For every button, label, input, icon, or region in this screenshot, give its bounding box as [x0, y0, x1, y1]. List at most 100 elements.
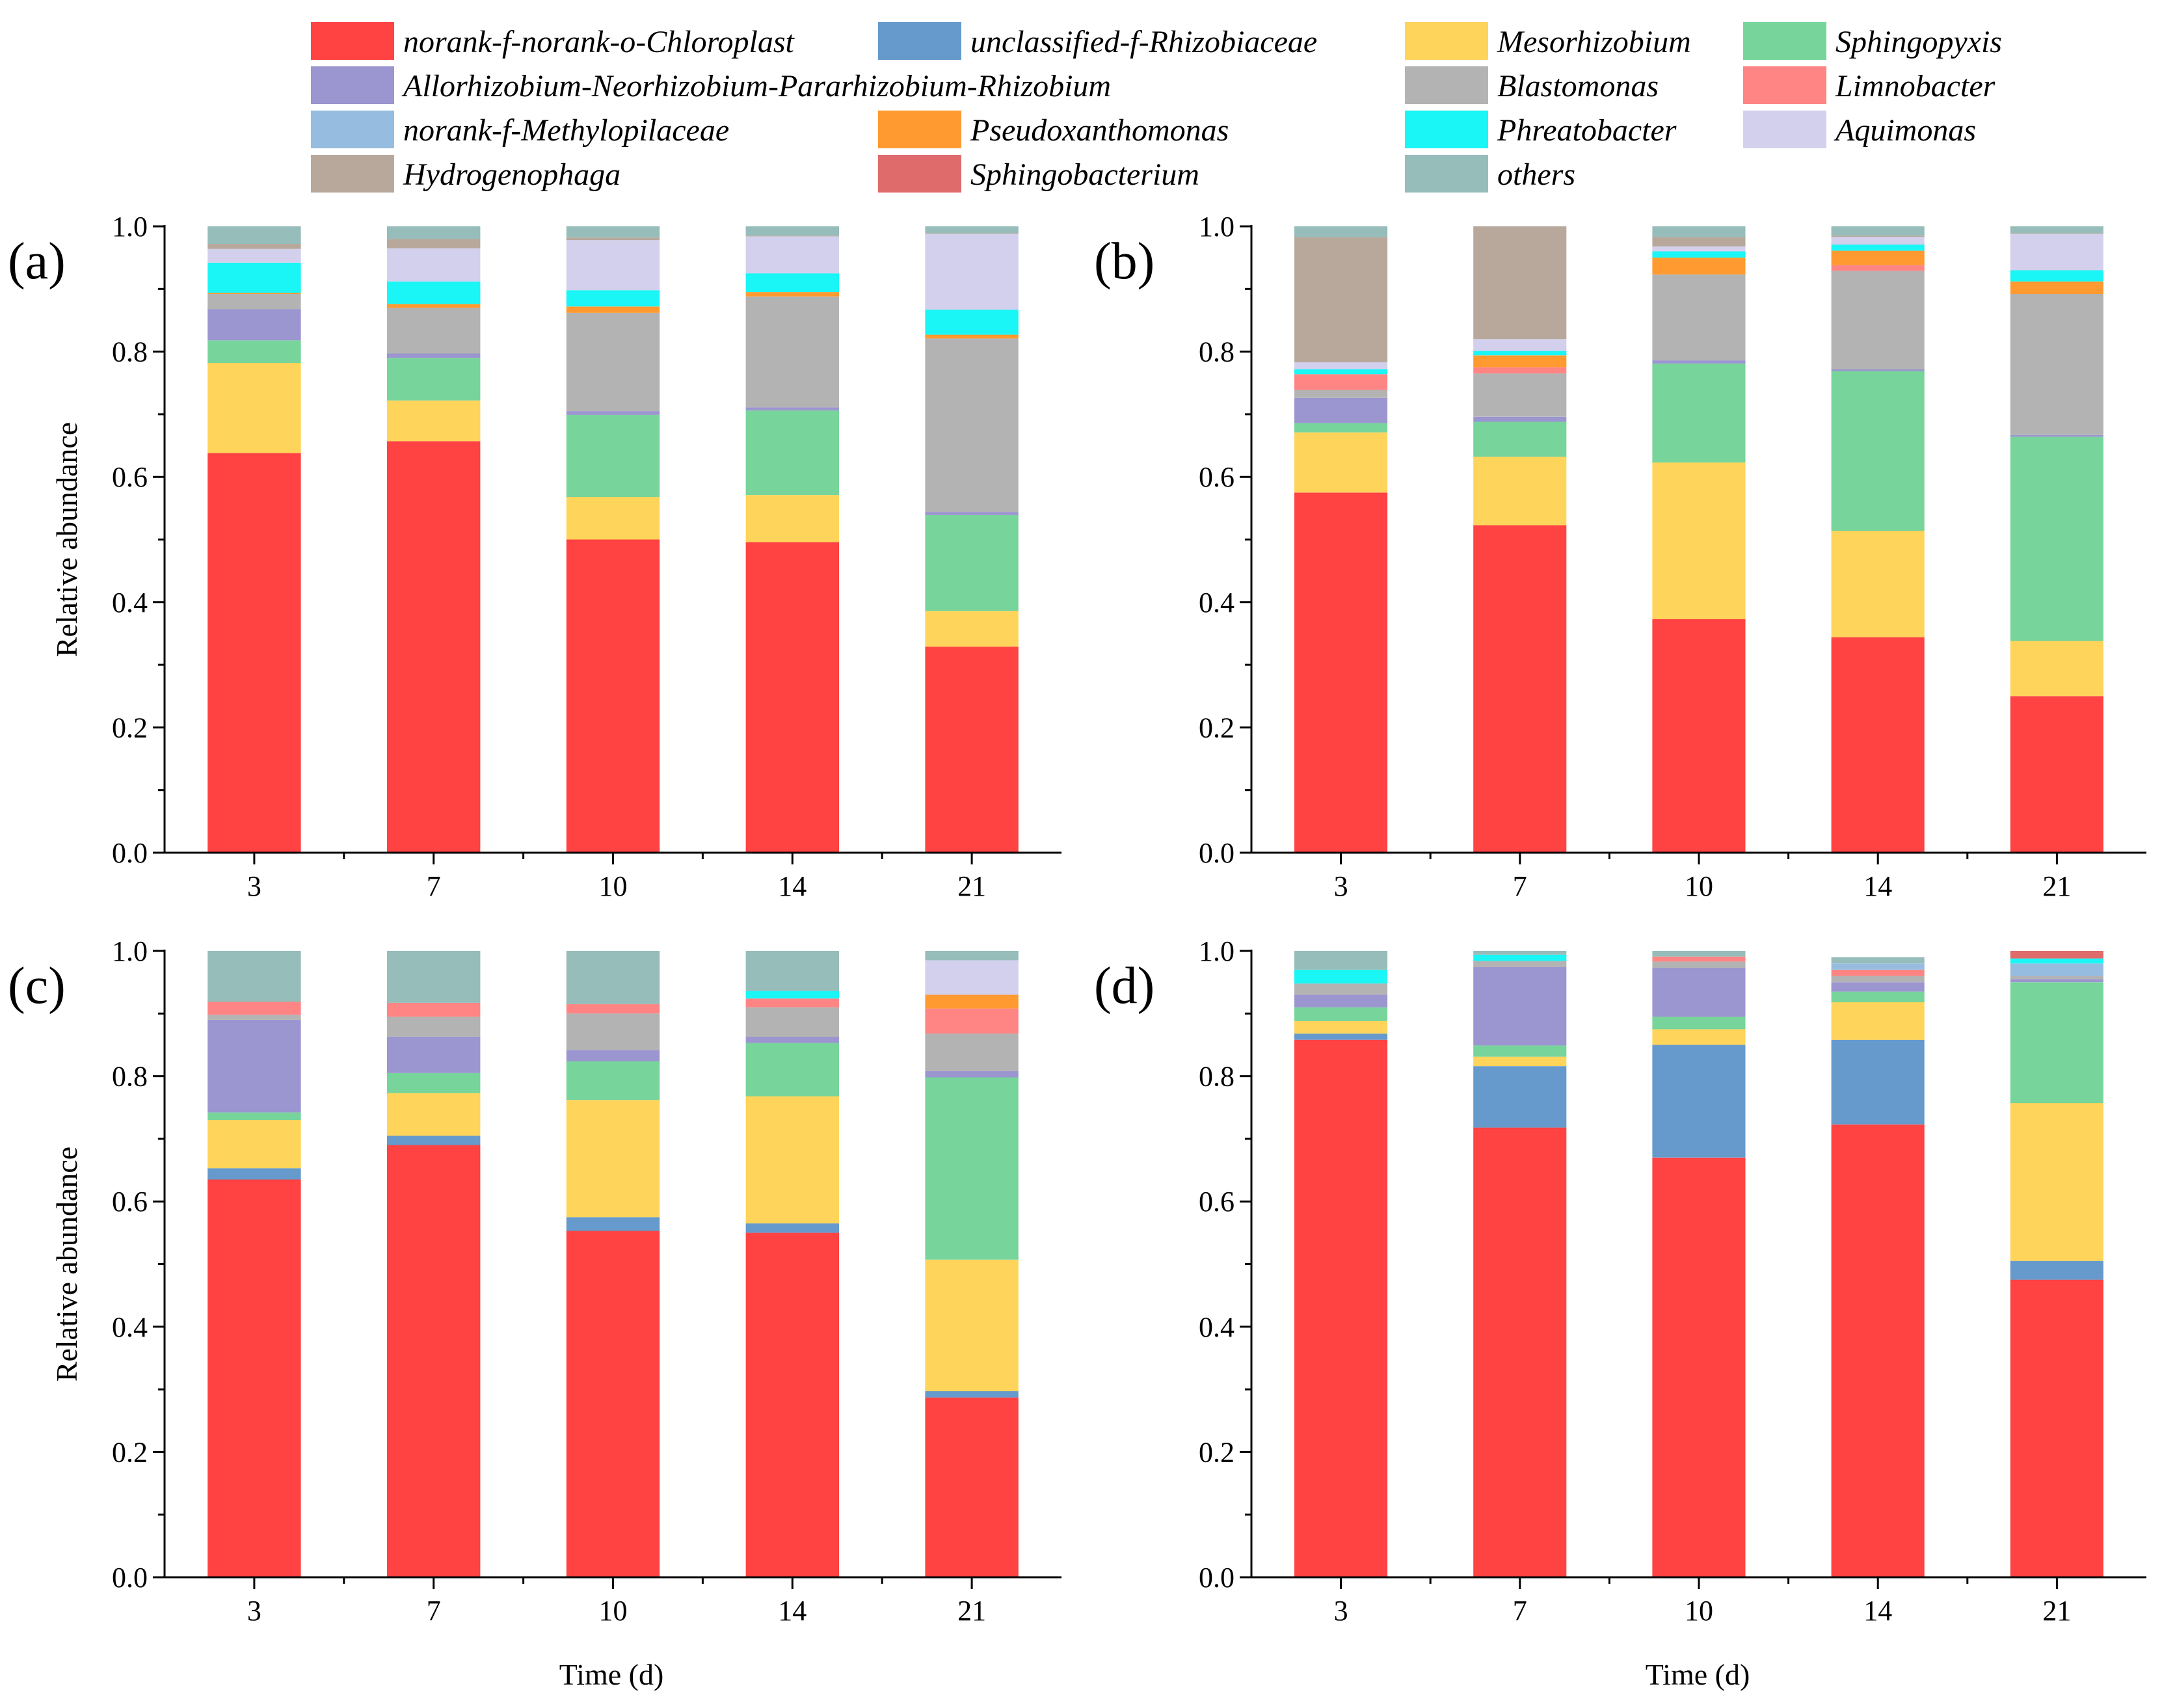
bar-segment-pseudoxanthomonas-day-10: [1652, 258, 1746, 275]
bar-segment-limnobacter-day-3: [207, 1002, 301, 1015]
bar-segment-mesorhizobium-day-14: [745, 495, 839, 542]
y-tick-label: 0.2: [1199, 712, 1234, 743]
bar-segment-blastomonas-day-10: [1652, 961, 1746, 968]
bar-segment-norank-f-norank-o-chloroplast-day-10: [1652, 1157, 1746, 1577]
bar-segment-mesorhizobium-day-14: [1831, 531, 1925, 637]
bar-segment-pseudoxanthomonas-day-7: [1473, 355, 1567, 367]
bar-segment-sphingopyxis-day-3: [207, 1112, 301, 1121]
bar-segment-unclassified-f-rhizobiaceae-day-7: [1473, 1066, 1567, 1128]
bar-segment-sphingopyxis-day-10: [566, 1061, 660, 1101]
bar-segment-others-day-10: [566, 226, 660, 238]
legend-swatch: [1405, 66, 1488, 104]
bar-segment-sphingopyxis-day-7: [387, 358, 481, 401]
x-tick-label: 21: [2042, 1595, 2071, 1627]
x-tick-label: 10: [1685, 1595, 1713, 1627]
legend-item-norank-f-norank-o-chloroplast: norank-f-norank-o-Chloroplast: [311, 22, 795, 60]
bar-segment-allorhizobium-neorhizobium-pararhizobium-rhizobium-day-21: [925, 512, 1019, 515]
bar-segment-others-day-10: [1652, 951, 1746, 957]
bar-segment-blastomonas-day-21: [2010, 976, 2103, 980]
bar-segment-norank-f-norank-o-chloroplast-day-14: [745, 1233, 839, 1577]
bar-segment-sphingopyxis-day-21: [2010, 982, 2103, 1104]
bar-segment-mesorhizobium-day-3: [207, 362, 301, 453]
bar-segment-allorhizobium-neorhizobium-pararhizobium-rhizobium-day-14: [745, 407, 839, 411]
y-tick-label: 0.8: [112, 1061, 148, 1093]
y-tick-label: 0.4: [1199, 587, 1234, 619]
x-tick-label: 7: [427, 870, 441, 902]
legend-item-allorhizobium-neorhizobium-pararhizobium-rhizobium: Allorhizobium-Neorhizobium-Pararhizobium…: [311, 66, 1111, 104]
bar-segment-unclassified-f-rhizobiaceae-day-3: [1294, 1034, 1388, 1040]
bar-segment-sphingopyxis-day-3: [207, 340, 301, 363]
legend-swatch: [1743, 22, 1826, 60]
bar-segment-others-day-14: [745, 226, 839, 236]
x-tick-label: 21: [957, 870, 986, 902]
chart-panels: 0.0 0.2 0.4 0.6 0.8 1.0 3 7 10 14 21 (a) Relative ab…: [8, 211, 2146, 1627]
bar-segment-blastomonas-day-21: [2010, 294, 2103, 435]
bar-segment-mesorhizobium-day-7: [387, 1093, 481, 1136]
bar-segment-others-day-14: [1831, 957, 1925, 964]
legend-swatch: [311, 111, 394, 148]
bar-segment-norank-f-norank-o-chloroplast-day-7: [1473, 1127, 1567, 1577]
bar-segment-blastomonas-day-3: [1294, 983, 1388, 995]
x-tick-label: 14: [1863, 1595, 1892, 1627]
bar-segment-allorhizobium-neorhizobium-pararhizobium-rhizobium-day-3: [207, 309, 301, 341]
bar-segment-blastomonas-day-7: [387, 1017, 481, 1037]
y-tick-label: 1.0: [1199, 211, 1234, 243]
legend-swatch: [1405, 111, 1488, 148]
bar-segment-phreatobacter-day-7: [387, 281, 481, 304]
bar-segment-norank-f-norank-o-chloroplast-day-21: [925, 1397, 1019, 1577]
bar-segment-allorhizobium-neorhizobium-pararhizobium-rhizobium-day-10: [566, 1050, 660, 1061]
bar-segment-aquimonas-day-14: [745, 236, 839, 274]
bar-segment-mesorhizobium-day-10: [566, 1100, 660, 1218]
bar-segment-pseudoxanthomonas-day-7: [387, 304, 481, 308]
bar-segment-limnobacter-day-3: [1294, 374, 1388, 390]
bar-segment-others-day-21: [2010, 226, 2103, 234]
legend-label: Mesorhizobium: [1497, 25, 1691, 59]
bar-segment-sphingopyxis-day-10: [566, 414, 660, 498]
bar-segment-blastomonas-day-10: [1652, 274, 1746, 361]
legend-item-sphingopyxis: Sphingopyxis: [1743, 22, 2002, 60]
bar-segment-others-day-14: [745, 951, 839, 991]
bar-segment-sphingopyxis-day-3: [1294, 1007, 1388, 1021]
bar-segment-norank-f-norank-o-chloroplast-day-10: [566, 539, 660, 853]
x-tick-label: 21: [957, 1595, 986, 1627]
y-tick-label: 0.8: [1199, 336, 1234, 368]
bar-segment-hydrogenophaga-day-3: [1294, 237, 1388, 362]
bar-segment-limnobacter-day-7: [387, 1002, 481, 1017]
bar-segment-blastomonas-day-10: [566, 312, 660, 412]
legend-item-others: others: [1405, 155, 1575, 193]
x-tick-label: 14: [778, 870, 807, 902]
bar-segment-mesorhizobium-day-10: [1652, 462, 1746, 619]
legend-label: norank-f-Methylopilaceae: [403, 113, 729, 148]
bar-segment-hydrogenophaga-day-7: [1473, 226, 1567, 340]
x-tick-label: 10: [599, 1595, 628, 1627]
bar-segment-aquimonas-day-10: [1652, 246, 1746, 252]
bar-segment-norank-f-norank-o-chloroplast-day-21: [2010, 696, 2103, 853]
legend-item-hydrogenophaga: Hydrogenophaga: [311, 155, 621, 193]
bar-segment-mesorhizobium-day-3: [1294, 1021, 1388, 1034]
bar-segment-allorhizobium-neorhizobium-pararhizobium-rhizobium-day-14: [745, 1036, 839, 1043]
bar-segment-norank-f-norank-o-chloroplast-day-14: [1831, 1124, 1925, 1577]
legend-item-unclassified-f-rhizobiaceae: unclassified-f-Rhizobiaceae: [878, 22, 1317, 60]
panel-label: (d): [1094, 957, 1154, 1015]
bar-segment-sphingopyxis-day-14: [1831, 991, 1925, 1002]
bar-segment-hydrogenophaga-day-7: [387, 239, 481, 248]
y-axis-label: Relative abundance: [50, 422, 83, 657]
x-axis-label-right: Time (d): [1646, 1658, 1750, 1691]
y-tick-label: 0.4: [1199, 1311, 1234, 1343]
bar-segment-allorhizobium-neorhizobium-pararhizobium-rhizobium-day-21: [2010, 979, 2103, 983]
x-tick-label: 3: [1334, 1595, 1348, 1627]
bar-segment-phreatobacter-day-14: [745, 991, 839, 999]
bar-segment-phreatobacter-day-3: [1294, 969, 1388, 984]
legend-label: others: [1497, 157, 1575, 192]
bar-segment-limnobacter-day-14: [1831, 265, 1925, 271]
bar-segment-aquimonas-day-7: [387, 248, 481, 282]
legend-label: Sphingobacterium: [970, 157, 1199, 192]
y-tick-label: 0.8: [112, 336, 148, 368]
y-tick-label: 0.4: [112, 587, 148, 619]
legend-label: Aquimonas: [1834, 113, 1976, 148]
bar-segment-unclassified-f-rhizobiaceae-day-14: [745, 1223, 839, 1233]
bar-segment-aquimonas-day-21: [925, 960, 1019, 995]
legend-label: Sphingopyxis: [1835, 25, 2002, 59]
bar-segment-hydrogenophaga-day-14: [745, 235, 839, 237]
